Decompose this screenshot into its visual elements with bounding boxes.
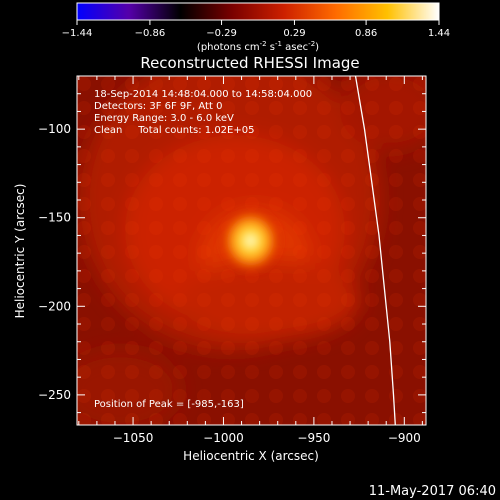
colorbar-tick-label: 1.44 (428, 28, 450, 39)
colorbar-tick-label: −0.29 (206, 28, 237, 39)
y-tick-label: −200 (38, 299, 71, 313)
x-tick-label: −950 (297, 431, 330, 445)
observation-info: 18-Sep-2014 14:48:04.000 to 14:58:04.000… (94, 89, 312, 136)
solar-limb-curve (354, 76, 396, 425)
y-axis: −100 −150 −200 −250 (38, 93, 426, 414)
heatmap-image (77, 76, 426, 425)
x-tick-label: −1050 (113, 431, 154, 445)
colorbar-unit-label: (photons cm-2 s-1 asec-2) (197, 40, 319, 53)
colorbar-tick-label: −1.44 (62, 28, 93, 39)
colorbar-gradient (76, 2, 440, 21)
x-axis-label: Heliocentric X (arcsec) (183, 449, 319, 463)
footer-date: 11-May-2017 06:40 (369, 484, 496, 499)
x-tick-label: −1000 (203, 431, 244, 445)
annotation-energy-range: Energy Range: 3.0 - 6.0 keV (94, 113, 234, 124)
annotation-detectors: Detectors: 3F 6F 9F, Att 0 (94, 101, 222, 112)
y-tick-label: −250 (38, 388, 71, 402)
y-tick-label: −100 (38, 122, 71, 136)
chart-title: Reconstructed RHESSI Image (140, 54, 359, 72)
colorbar-tick-label: 0.29 (283, 28, 305, 39)
colorbar: −1.44 −0.86 −0.29 0.29 0.86 1.44 (photons cm-… (62, 2, 450, 53)
x-axis: −1050 −1000 −950 −900 (78, 76, 423, 445)
annotation-time-range: 18-Sep-2014 14:48:04.000 to 14:58:04.000 (94, 89, 312, 100)
x-tick-label: −900 (388, 431, 421, 445)
colorbar-ticks: −1.44 −0.86 −0.29 0.29 0.86 1.44 (62, 20, 450, 39)
peak-position-label: Position of Peak = [-985,-163] (94, 399, 244, 410)
annotation-clean-counts: Clean Total counts: 1.02E+05 (94, 125, 254, 136)
y-axis-label: Heliocentric Y (arcsec) (13, 184, 27, 319)
heatmap-peak-source (218, 206, 283, 275)
plot-frame (76, 75, 427, 426)
colorbar-tick-label: −0.86 (135, 28, 166, 39)
y-tick-label: −150 (38, 211, 71, 225)
colorbar-tick-label: 0.86 (355, 28, 377, 39)
